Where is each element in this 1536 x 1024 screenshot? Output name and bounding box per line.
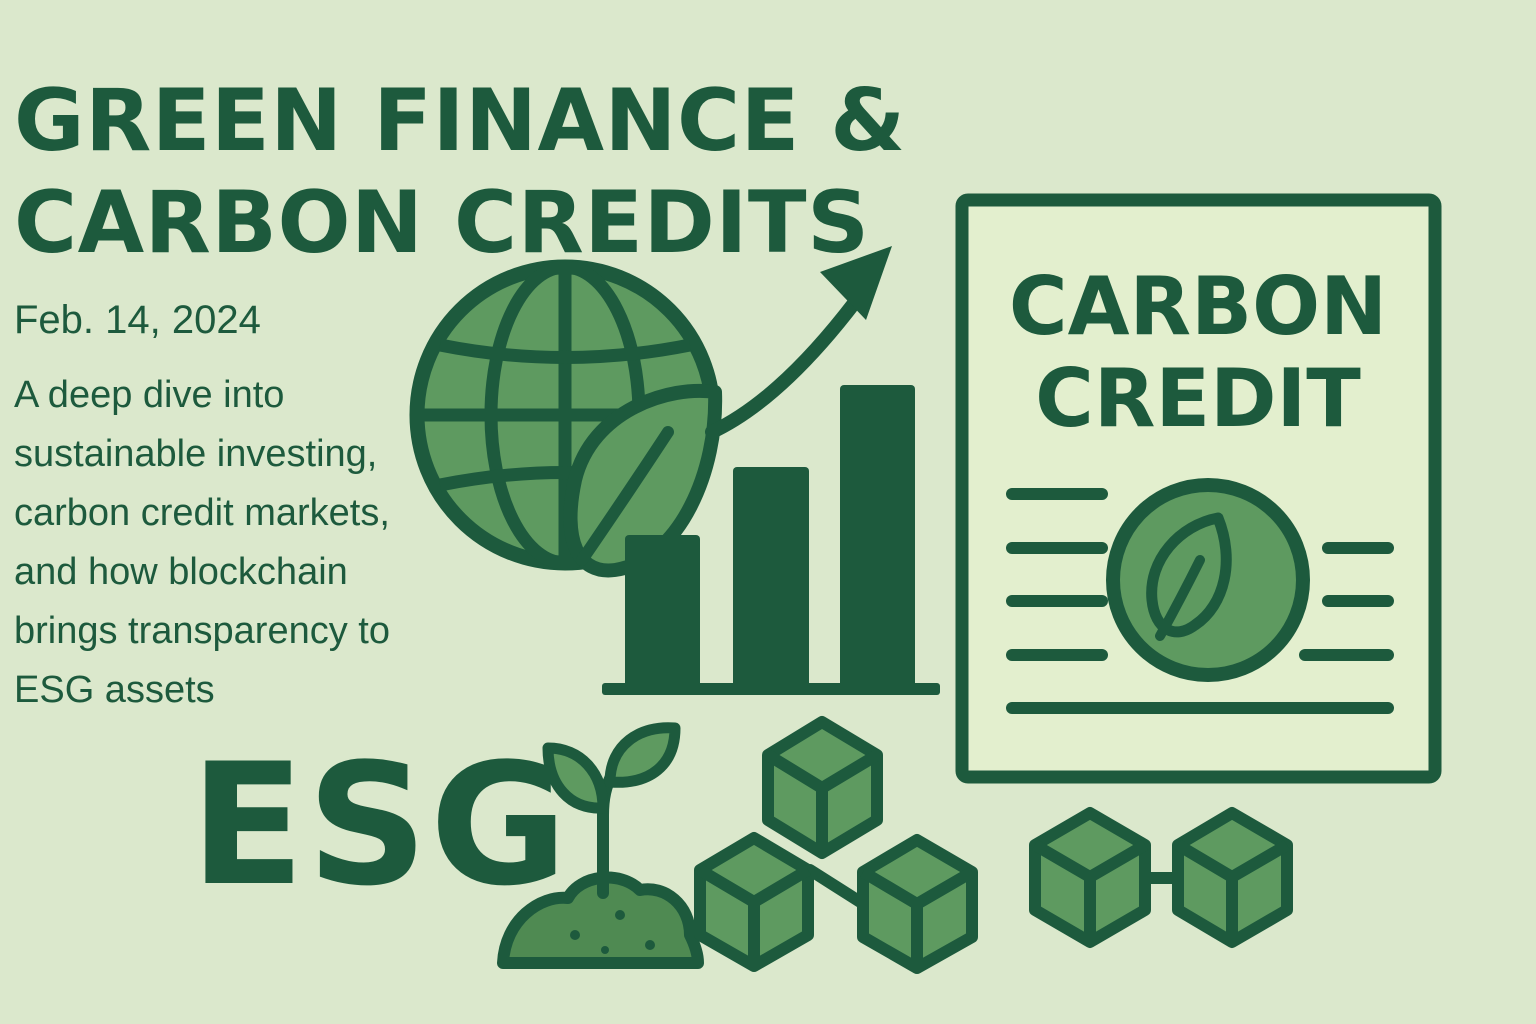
trend-arrow-icon bbox=[705, 246, 892, 439]
certificate-line1: CARBON bbox=[1009, 260, 1387, 353]
article-description: A deep dive into sustainable investing, … bbox=[14, 374, 390, 711]
blockchain-icon bbox=[694, 716, 1293, 974]
leaf-icon bbox=[563, 383, 723, 578]
publish-date: Feb. 14, 2024 bbox=[14, 298, 261, 342]
certificate-line2: CREDIT bbox=[1035, 352, 1361, 445]
carbon-credit-certificate: CARBON CREDIT bbox=[955, 193, 1442, 784]
bar-chart-icon bbox=[602, 385, 940, 695]
page-title: GREEN FINANCE & CARBON CREDITS bbox=[14, 71, 906, 273]
esg-label: ESG bbox=[190, 727, 570, 923]
sprout-icon bbox=[497, 722, 704, 969]
